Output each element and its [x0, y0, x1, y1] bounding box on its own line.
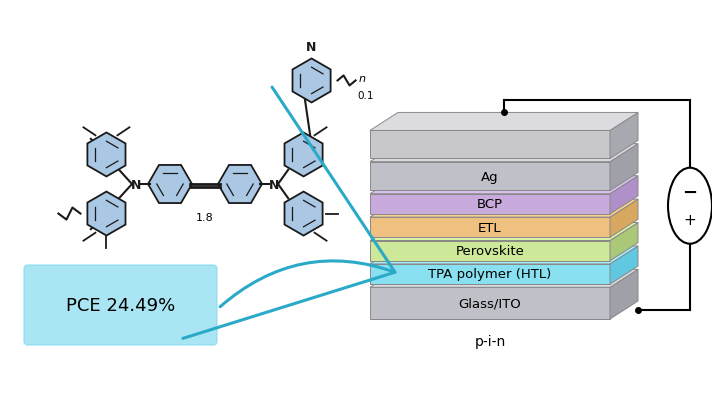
Text: N: N	[306, 41, 317, 54]
Text: N: N	[269, 178, 279, 191]
Polygon shape	[370, 162, 610, 191]
Polygon shape	[88, 133, 125, 177]
Polygon shape	[370, 144, 638, 162]
Polygon shape	[610, 223, 638, 261]
Polygon shape	[610, 144, 638, 191]
Text: TPA polymer (HTL): TPA polymer (HTL)	[429, 268, 552, 281]
Polygon shape	[88, 192, 125, 236]
FancyBboxPatch shape	[24, 265, 217, 345]
Polygon shape	[148, 166, 192, 204]
Text: p-i-n: p-i-n	[474, 334, 506, 348]
Polygon shape	[285, 192, 323, 236]
Text: Ag: Ag	[481, 170, 499, 183]
Text: $n$: $n$	[357, 74, 366, 84]
Polygon shape	[610, 200, 638, 238]
Text: PCE 24.49%: PCE 24.49%	[66, 296, 175, 314]
Polygon shape	[370, 246, 638, 264]
Polygon shape	[370, 194, 610, 214]
Text: 1.8: 1.8	[196, 213, 214, 222]
Polygon shape	[293, 59, 330, 103]
Polygon shape	[610, 113, 638, 159]
FancyArrowPatch shape	[183, 88, 395, 339]
Polygon shape	[610, 176, 638, 214]
Polygon shape	[370, 223, 638, 241]
Polygon shape	[370, 176, 638, 194]
Text: N: N	[131, 178, 141, 191]
Polygon shape	[218, 166, 262, 204]
Polygon shape	[285, 133, 323, 177]
Text: +: +	[684, 212, 696, 227]
Polygon shape	[370, 241, 610, 261]
Polygon shape	[370, 200, 638, 217]
Polygon shape	[370, 131, 610, 159]
Polygon shape	[370, 113, 638, 131]
Polygon shape	[610, 246, 638, 284]
Polygon shape	[370, 217, 610, 238]
Polygon shape	[610, 270, 638, 319]
Text: ETL: ETL	[478, 221, 502, 234]
Polygon shape	[370, 288, 610, 319]
Text: Perovskite: Perovskite	[456, 245, 525, 258]
Text: −: −	[682, 184, 698, 202]
Text: BCP: BCP	[477, 198, 503, 211]
Ellipse shape	[668, 168, 712, 244]
Polygon shape	[370, 264, 610, 284]
Text: Glass/ITO: Glass/ITO	[459, 297, 521, 310]
Polygon shape	[370, 270, 638, 288]
Text: 0.1: 0.1	[357, 91, 374, 101]
